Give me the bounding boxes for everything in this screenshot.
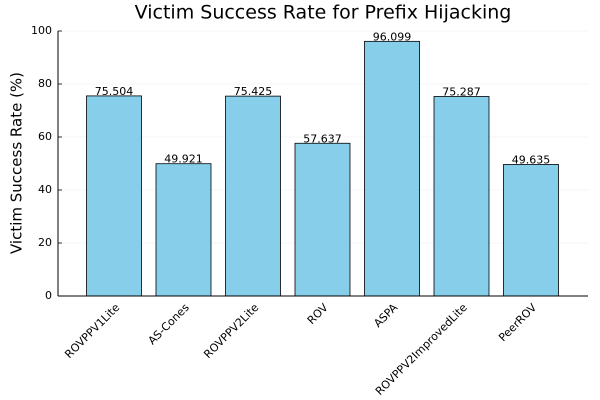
x-tick-label: ASPA <box>371 301 400 330</box>
y-tick-label: 100 <box>31 24 52 37</box>
x-tick-label: AS-Cones <box>146 301 192 347</box>
value-label: 75.425 <box>234 85 273 98</box>
x-tick-label: ROV <box>305 301 331 327</box>
x-tick-label: PeerROV <box>496 301 539 344</box>
y-tick-label: 20 <box>38 236 52 249</box>
bar <box>155 163 212 297</box>
value-label: 49.921 <box>164 153 203 166</box>
value-label: 96.099 <box>373 30 412 43</box>
chart-title: Victim Success Rate for Prefix Hijacking <box>135 2 512 24</box>
x-tick-label: ROVPPV2Lite <box>201 301 261 361</box>
y-tick-label: 80 <box>38 77 52 90</box>
bar <box>433 96 490 297</box>
bar <box>364 40 420 297</box>
y-axis-label: Victim Success Rate (%) <box>8 72 26 254</box>
bar <box>225 95 281 297</box>
bar <box>503 164 559 297</box>
value-label: 57.637 <box>303 132 342 145</box>
value-label: 75.504 <box>95 85 134 98</box>
y-tick-label: 60 <box>38 130 52 143</box>
value-label: 75.287 <box>442 85 481 98</box>
x-tick-label: ROVPPV1Lite <box>62 301 122 361</box>
bar <box>294 142 351 297</box>
value-label: 49.635 <box>512 153 551 166</box>
y-tick-label: 0 <box>45 289 52 302</box>
y-tick-label: 40 <box>38 183 52 196</box>
bar <box>86 95 142 297</box>
